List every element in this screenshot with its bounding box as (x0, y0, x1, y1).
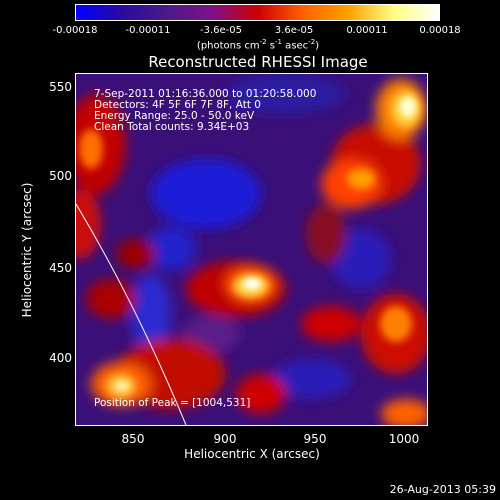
x-tick-label: 900 (213, 432, 237, 446)
detectors-label: Detectors: 4F 5F 6F 7F 8F, Att 0 (94, 99, 261, 111)
colorbar-tick-label: 0.00011 (346, 25, 388, 36)
x-tick-label: 850 (121, 432, 145, 446)
y-tick-label: 500 (49, 169, 72, 183)
colorbar-tick-label: -0.00018 (52, 25, 98, 36)
clean-counts-label: Clean Total counts: 9.34E+03 (94, 121, 250, 133)
colorbar-tick-label: 0.00018 (419, 25, 461, 36)
energy-range-label: Energy Range: 25.0 - 50.0 keV (94, 110, 255, 122)
x-tick-label: 1000 (388, 432, 420, 446)
generated-timestamp: 26-Aug-2013 05:39 (389, 483, 496, 496)
y-axis-label: Heliocentric Y (arcsec) (20, 182, 34, 318)
y-tick-label: 450 (49, 261, 72, 275)
colorbar-tick-label: 3.6e-05 (274, 25, 314, 36)
time-range-label: 7-Sep-2011 01:16:36.000 to 01:20:58.000 (94, 88, 317, 100)
x-tick-label: 950 (303, 432, 327, 446)
colorbar (75, 4, 440, 21)
x-axis-label: Heliocentric X (arcsec) (184, 447, 320, 461)
y-tick-label: 400 (49, 351, 72, 365)
y-tick-label: 550 (49, 80, 72, 94)
plot-title: Reconstructed RHESSI Image (148, 53, 368, 71)
colorbar-unit-label: (photons cm-2 s-1 asec-2) (196, 38, 320, 52)
image-plot-area: 7-Sep-2011 01:16:36.000 to 01:20:58.000 … (75, 73, 428, 426)
peak-position-label: Position of Peak = [1004,531] (94, 397, 251, 409)
colorbar-tick-label: -3.6e-05 (200, 25, 242, 36)
colorbar-tick-label: -0.00011 (125, 25, 171, 36)
flare-image-map (76, 74, 427, 425)
